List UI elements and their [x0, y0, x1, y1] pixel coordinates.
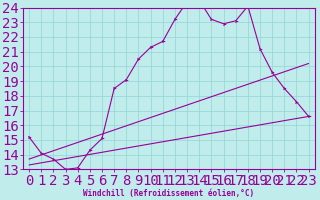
X-axis label: Windchill (Refroidissement éolien,°C): Windchill (Refroidissement éolien,°C): [83, 189, 254, 198]
